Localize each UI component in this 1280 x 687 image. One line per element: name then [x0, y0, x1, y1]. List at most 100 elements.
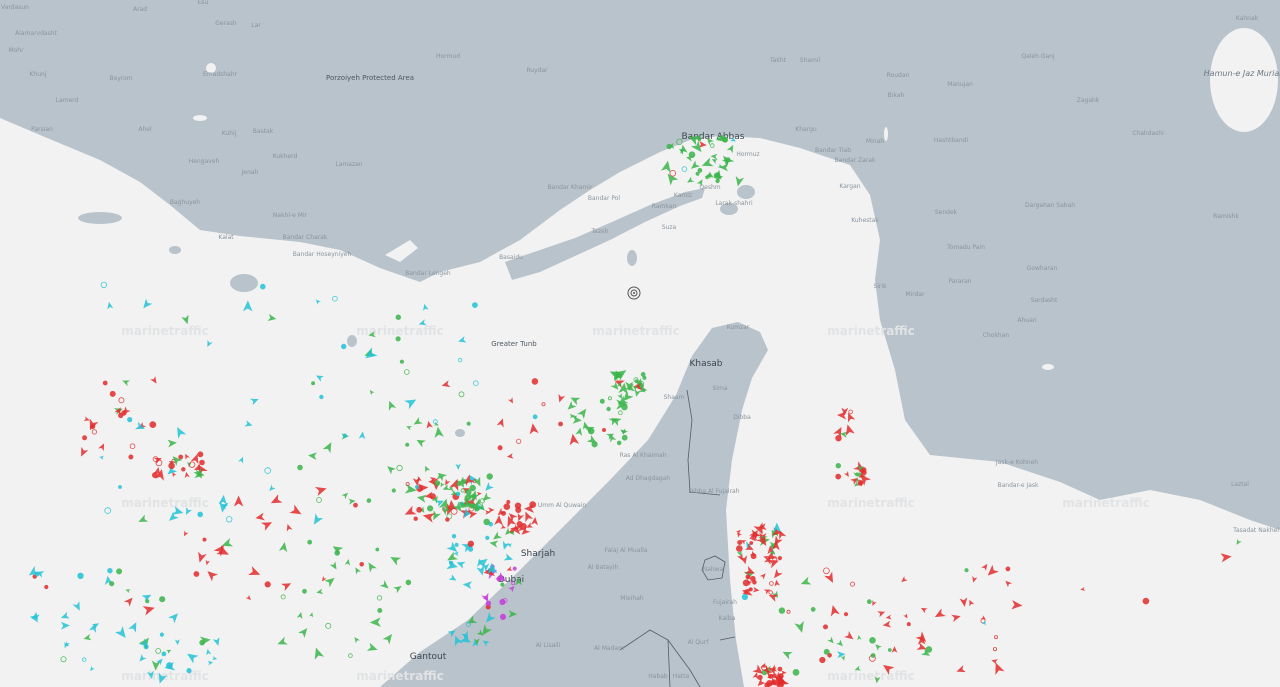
vessel-marker[interactable] [737, 553, 745, 562]
vessel-marker[interactable] [777, 555, 783, 561]
vessel-marker[interactable] [599, 398, 605, 404]
vessel-marker[interactable] [577, 406, 590, 419]
vessel-marker[interactable] [238, 456, 245, 464]
vessel-marker[interactable] [276, 636, 288, 648]
vessel-marker[interactable] [500, 540, 510, 551]
target-icon[interactable] [627, 286, 641, 300]
vessel-marker[interactable] [302, 588, 307, 594]
vessel-marker[interactable] [425, 420, 433, 429]
vessel-marker[interactable] [572, 414, 578, 421]
vessel-marker[interactable] [528, 423, 539, 435]
vessel-marker[interactable] [289, 504, 303, 519]
vessel-marker[interactable] [188, 461, 196, 468]
vessel-marker[interactable] [365, 560, 377, 573]
vessel-marker[interactable] [476, 558, 484, 567]
vessel-marker[interactable] [1011, 600, 1023, 610]
vessel-marker[interactable] [697, 137, 702, 142]
vessel-marker[interactable] [753, 522, 768, 536]
vessel-marker[interactable] [767, 557, 780, 569]
vessel-marker[interactable] [882, 620, 892, 629]
vessel-marker[interactable] [127, 416, 133, 423]
vessel-marker[interactable] [880, 661, 895, 675]
vessel-marker[interactable] [431, 494, 441, 504]
vessel-marker[interactable] [499, 613, 507, 621]
vessel-marker[interactable] [153, 455, 163, 464]
vessel-marker[interactable] [676, 138, 683, 146]
vessel-marker[interactable] [190, 452, 202, 465]
vessel-marker[interactable] [453, 551, 459, 557]
vessel-marker[interactable] [669, 170, 677, 177]
vessel-marker[interactable] [443, 503, 456, 516]
vessel-marker[interactable] [824, 571, 837, 585]
vessel-marker[interactable] [664, 171, 679, 186]
vessel-marker[interactable] [165, 465, 178, 477]
vessel-marker[interactable] [737, 540, 743, 546]
vessel-marker[interactable] [488, 507, 495, 513]
vessel-marker[interactable] [341, 491, 349, 500]
vessel-marker[interactable] [429, 476, 437, 482]
vessel-marker[interactable] [445, 517, 450, 522]
vessel-marker[interactable] [455, 463, 461, 470]
vessel-marker[interactable] [735, 528, 742, 535]
vessel-marker[interactable] [709, 143, 715, 148]
vessel-marker[interactable] [465, 489, 472, 496]
vessel-marker[interactable] [568, 433, 580, 446]
vessel-marker[interactable] [479, 624, 493, 638]
vessel-marker[interactable] [980, 615, 987, 621]
vessel-marker[interactable] [244, 420, 253, 428]
vessel-marker[interactable] [485, 510, 491, 515]
vessel-marker[interactable] [316, 588, 324, 596]
vessel-marker[interactable] [778, 607, 786, 614]
vessel-marker[interactable] [352, 636, 360, 644]
vessel-marker[interactable] [848, 409, 853, 415]
vessel-marker[interactable] [1003, 579, 1012, 588]
vessel-marker[interactable] [393, 583, 403, 594]
vessel-marker[interactable] [1080, 586, 1086, 592]
vessel-marker[interactable] [710, 153, 718, 160]
vessel-marker[interactable] [395, 314, 401, 320]
vessel-marker[interactable] [472, 476, 484, 489]
vessel-marker[interactable] [511, 581, 516, 586]
vessel-marker[interactable] [456, 482, 461, 487]
vessel-marker[interactable] [515, 577, 523, 586]
vessel-marker[interactable] [823, 648, 830, 655]
vessel-marker[interactable] [140, 298, 153, 311]
vessel-marker[interactable] [155, 648, 162, 654]
vessel-marker[interactable] [725, 157, 731, 162]
vessel-marker[interactable] [874, 676, 881, 684]
vessel-marker[interactable] [205, 648, 212, 656]
vessel-marker[interactable] [159, 632, 164, 637]
vessel-marker[interactable] [149, 421, 157, 429]
vessel-marker[interactable] [358, 431, 366, 440]
vessel-marker[interactable] [375, 547, 380, 552]
vessel-marker[interactable] [366, 498, 372, 503]
vessel-marker[interactable] [507, 543, 513, 548]
vessel-marker[interactable] [506, 511, 518, 522]
vessel-marker[interactable] [441, 380, 451, 389]
vessel-marker[interactable] [744, 543, 755, 553]
vessel-marker[interactable] [129, 443, 136, 450]
vessel-marker[interactable] [840, 655, 847, 661]
vessel-marker[interactable] [161, 651, 167, 657]
vessel-marker[interactable] [476, 565, 486, 576]
vessel-marker[interactable] [768, 590, 773, 595]
vessel-marker[interactable] [749, 541, 754, 545]
vessel-marker[interactable] [91, 429, 98, 435]
vessel-marker[interactable] [452, 501, 464, 514]
vessel-marker[interactable] [150, 376, 159, 385]
vessel-marker[interactable] [441, 484, 451, 492]
vessel-marker[interactable] [508, 610, 518, 618]
vessel-marker[interactable] [532, 414, 538, 420]
vessel-marker[interactable] [250, 396, 260, 406]
vessel-marker[interactable] [900, 576, 908, 584]
vessel-marker[interactable] [734, 176, 745, 187]
vessel-marker[interactable] [377, 608, 383, 614]
vessel-marker[interactable] [461, 479, 467, 484]
vessel-marker[interactable] [171, 471, 177, 478]
vessel-marker[interactable] [854, 665, 862, 673]
vessel-marker[interactable] [489, 539, 499, 548]
vessel-marker[interactable] [104, 507, 111, 514]
vessel-marker[interactable] [759, 572, 768, 580]
vessel-marker[interactable] [391, 488, 396, 493]
vessel-marker[interactable] [207, 660, 214, 666]
